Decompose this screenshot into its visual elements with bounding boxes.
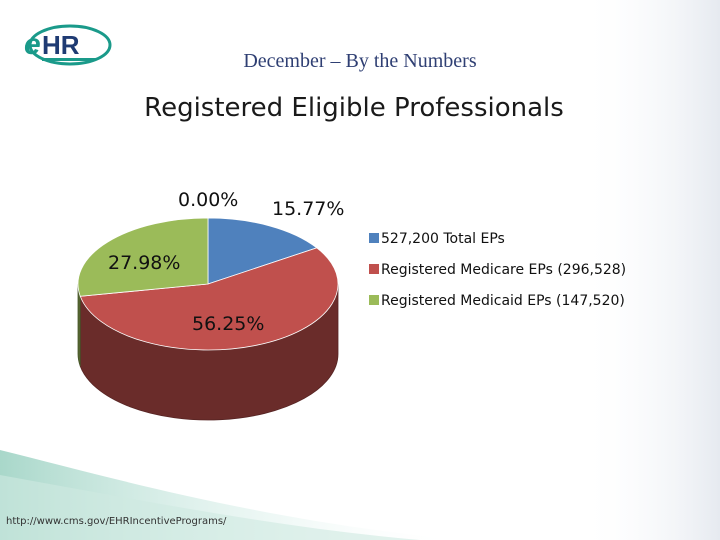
data-label-1: 56.25% bbox=[192, 313, 264, 335]
footer-wave-decoration bbox=[0, 450, 460, 540]
footer-url[interactable]: http://www.cms.gov/EHRIncentivePrograms/ bbox=[6, 516, 227, 527]
legend-label-0: 527,200 Total EPs bbox=[381, 231, 505, 247]
data-label-2: 27.98% bbox=[108, 252, 180, 274]
slide-subtitle: December – By the Numbers bbox=[243, 50, 477, 72]
svg-text:HR: HR bbox=[42, 30, 80, 60]
pie-top bbox=[77, 217, 339, 351]
svg-text:e: e bbox=[24, 28, 41, 61]
legend-swatch-2 bbox=[369, 295, 379, 305]
pie-slice-0 bbox=[207, 217, 318, 285]
data-label-0: 15.77% bbox=[272, 198, 344, 220]
legend: 527,200 Total EPs Registered Medicare EPs… bbox=[369, 231, 626, 309]
pie-slice-2 bbox=[77, 217, 209, 297]
ehr-logo: e HR bbox=[24, 24, 112, 66]
legend-swatch-1 bbox=[369, 264, 379, 274]
corner-gradient-decoration bbox=[580, 0, 720, 540]
pie-labels: 15.77% 56.25% 27.98% 0.00% bbox=[108, 189, 344, 335]
legend-label-2: Registered Medicaid EPs (147,520) bbox=[381, 293, 625, 309]
pie-slice-1 bbox=[79, 247, 339, 351]
data-label-extra: 0.00% bbox=[178, 189, 238, 211]
slide-title: Registered Eligible Professionals bbox=[144, 93, 564, 123]
legend-swatch-0 bbox=[369, 233, 379, 243]
legend-label-1: Registered Medicare EPs (296,528) bbox=[381, 262, 626, 278]
